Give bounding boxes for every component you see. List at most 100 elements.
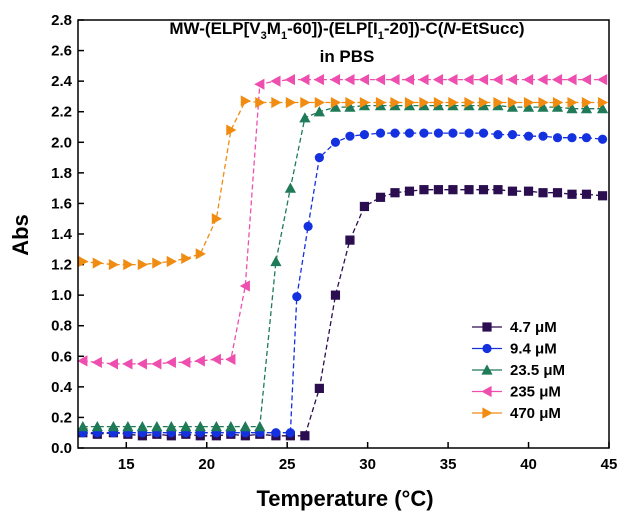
data-point: [523, 131, 534, 141]
data-point: [285, 96, 296, 109]
data-point: [285, 428, 295, 438]
data-point: [596, 74, 608, 86]
data-point: [523, 186, 534, 196]
data-point: [314, 383, 324, 393]
data-point: [254, 421, 266, 432]
legend-label: 23.5 μM: [510, 362, 565, 379]
legend-marker: [482, 343, 492, 354]
data-point: [330, 290, 341, 300]
data-point: [194, 421, 206, 432]
x-axis-title: Temperature (°C): [256, 486, 433, 511]
data-point: [390, 188, 400, 198]
legend-item: 9.4 μM: [472, 341, 557, 358]
data-point: [239, 421, 251, 432]
legend-item: 23.5 μM: [472, 362, 565, 379]
data-point: [271, 96, 282, 109]
data-point: [299, 112, 311, 123]
data-point: [419, 96, 430, 109]
data-point: [448, 128, 458, 138]
data-point: [581, 189, 592, 199]
data-point: [136, 358, 147, 370]
data-point: [284, 74, 295, 86]
legend: 4.7 μM 9.4 μM 23.5 μM 235 μM 470 μM: [472, 319, 565, 422]
data-point: [418, 74, 429, 86]
data-point: [477, 74, 489, 86]
series-3: [77, 100, 609, 432]
data-point: [552, 133, 563, 143]
data-point: [77, 421, 89, 432]
data-point: [581, 96, 593, 109]
data-point: [91, 421, 103, 432]
data-point: [254, 78, 265, 90]
data-point: [597, 191, 608, 201]
y-tick-label: 1.4: [51, 226, 73, 243]
data-point: [597, 134, 608, 144]
data-point: [464, 128, 474, 138]
data-point: [78, 255, 89, 268]
data-point: [567, 96, 578, 109]
data-point: [522, 101, 535, 112]
data-point: [211, 213, 222, 225]
data-point: [345, 131, 355, 141]
data-point: [329, 74, 341, 86]
y-tick-label: 0.0: [51, 440, 72, 457]
data-point: [538, 131, 548, 141]
data-point: [345, 96, 356, 109]
data-point: [270, 75, 281, 87]
data-point: [180, 421, 192, 432]
legend-item: 4.7 μM: [472, 319, 557, 336]
y-tick-label: 2.4: [51, 73, 73, 90]
y-tick-label: 1.8: [51, 165, 72, 182]
y-tick-label: 1.0: [51, 287, 72, 304]
data-point: [329, 101, 342, 112]
y-tick-label: 0.6: [51, 348, 72, 365]
chart-title-line2: in PBS: [320, 47, 375, 66]
data-point: [506, 74, 518, 86]
y-tick-label: 2.0: [51, 134, 72, 151]
data-point: [433, 96, 445, 109]
data-point: [313, 74, 324, 86]
data-point: [567, 133, 577, 143]
data-point: [433, 185, 444, 195]
data-point: [538, 96, 549, 109]
chart-title-line1: MW-(ELP[V3M1-60])-(ELP[I1-20])-C(N-EtSuc…: [169, 19, 524, 42]
data-point: [448, 185, 458, 195]
data-point: [419, 185, 429, 195]
y-tick-label: 1.2: [51, 257, 72, 274]
data-point: [359, 201, 370, 212]
data-point: [567, 189, 577, 199]
legend-item: 470 μM: [472, 405, 561, 422]
series-5: [78, 95, 609, 271]
data-point: [240, 95, 251, 107]
data-point: [493, 96, 504, 109]
data-point: [313, 106, 325, 117]
data-point: [493, 130, 503, 140]
y-tick-label: 2.2: [51, 104, 72, 121]
data-point: [389, 74, 400, 86]
series-line: [82, 100, 603, 266]
data-point: [123, 258, 134, 271]
data-point: [107, 358, 118, 370]
legend-label: 4.7 μM: [510, 319, 557, 336]
y-tick-label: 0.4: [51, 379, 73, 396]
data-point: [551, 101, 564, 112]
y-tick-label: 1.6: [51, 195, 72, 212]
data-point: [507, 130, 518, 140]
legend-label: 470 μM: [510, 405, 561, 422]
x-tick-label: 30: [359, 456, 376, 473]
data-point: [493, 185, 503, 195]
data-point: [596, 103, 609, 114]
data-point: [374, 74, 386, 86]
data-point: [432, 74, 444, 86]
series-line: [82, 104, 603, 428]
data-point: [166, 255, 177, 268]
data-point: [345, 235, 355, 245]
data-point: [375, 96, 387, 109]
data-point: [538, 188, 548, 198]
data-point: [359, 130, 370, 140]
y-axis-title: Abs: [8, 214, 33, 256]
data-point: [359, 96, 371, 109]
data-point: [165, 421, 177, 432]
